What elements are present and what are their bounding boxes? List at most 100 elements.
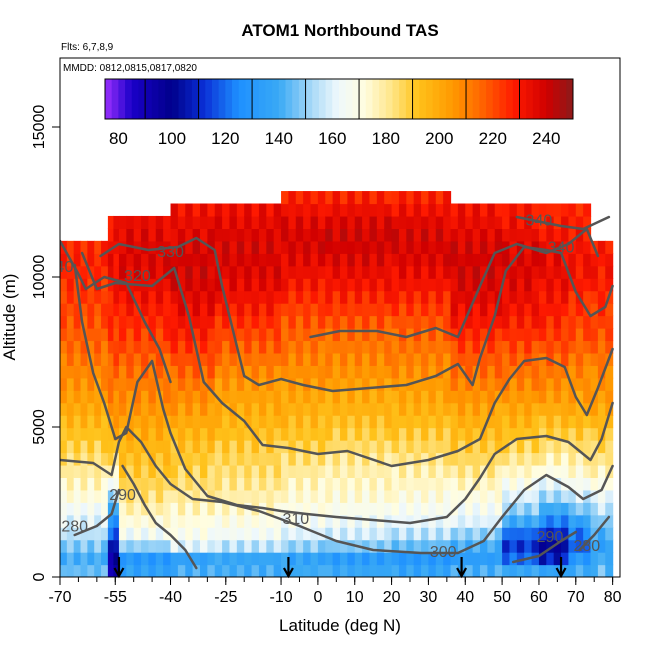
heatmap-cell bbox=[516, 552, 525, 566]
heatmap-cell bbox=[94, 489, 102, 503]
heatmap-cell bbox=[590, 328, 599, 342]
heatmap-cell bbox=[101, 377, 109, 391]
heatmap-cell bbox=[538, 265, 547, 279]
heatmap-cell bbox=[362, 352, 371, 366]
heatmap-cell bbox=[502, 303, 511, 317]
heatmap-cell bbox=[107, 527, 115, 541]
heatmap-cell bbox=[244, 489, 253, 503]
heatmap-cell bbox=[531, 527, 540, 541]
heatmap-cell bbox=[133, 390, 142, 404]
heatmap-cell bbox=[192, 402, 201, 416]
heatmap-cell bbox=[258, 527, 267, 541]
heatmap-cell bbox=[266, 215, 275, 229]
heatmap-cell bbox=[244, 265, 253, 279]
heatmap-cell bbox=[192, 527, 201, 541]
heatmap-cell bbox=[80, 240, 88, 254]
heatmap-cell bbox=[87, 464, 95, 478]
heatmap-cell bbox=[376, 340, 385, 354]
heatmap-cell bbox=[273, 328, 282, 342]
heatmap-cell bbox=[126, 464, 135, 478]
heatmap-cell bbox=[568, 340, 577, 354]
heatmap-cell bbox=[362, 253, 371, 267]
heatmap-cell bbox=[177, 328, 186, 342]
heatmap-cell bbox=[391, 265, 400, 279]
heatmap-cell bbox=[494, 240, 503, 254]
heatmap-cell bbox=[141, 539, 150, 553]
heatmap-cell bbox=[583, 390, 592, 404]
heatmap-cell bbox=[457, 328, 466, 342]
colorbar-tick-label: 200 bbox=[425, 129, 453, 148]
x-tick-label: -10 bbox=[270, 589, 293, 606]
heatmap-cell bbox=[170, 502, 179, 516]
heatmap-cell bbox=[435, 489, 444, 503]
heatmap-cell bbox=[502, 427, 511, 441]
heatmap-cell bbox=[229, 265, 238, 279]
heatmap-cell bbox=[177, 203, 186, 217]
heatmap-cell bbox=[303, 477, 312, 491]
heatmap-cell bbox=[391, 340, 400, 354]
heatmap-cell bbox=[303, 215, 312, 229]
heatmap-cell bbox=[553, 489, 562, 503]
heatmap-cell bbox=[303, 352, 312, 366]
heatmap-cell bbox=[428, 215, 437, 229]
heatmap-cell bbox=[575, 527, 584, 541]
heatmap-cell bbox=[214, 552, 223, 566]
heatmap-cell bbox=[428, 240, 437, 254]
heatmap-cell bbox=[583, 477, 592, 491]
heatmap-cell bbox=[200, 402, 208, 416]
heatmap-cell bbox=[192, 315, 201, 329]
heatmap-cell bbox=[340, 539, 348, 553]
heatmap-cell bbox=[428, 315, 437, 329]
heatmap-cell bbox=[443, 415, 452, 429]
colorbar-segment bbox=[492, 79, 500, 119]
heatmap-cell bbox=[590, 377, 599, 391]
heatmap-cell bbox=[155, 427, 164, 441]
heatmap-cell bbox=[583, 377, 592, 391]
heatmap-cell bbox=[362, 290, 371, 304]
heatmap-cell bbox=[465, 352, 474, 366]
heatmap-cell bbox=[494, 440, 503, 454]
heatmap-cell bbox=[80, 390, 88, 404]
heatmap-cell bbox=[369, 203, 378, 217]
heatmap-cell bbox=[568, 489, 577, 503]
heatmap-cell bbox=[87, 514, 95, 528]
heatmap-cell bbox=[155, 253, 164, 267]
heatmap-cell bbox=[317, 253, 326, 267]
heatmap-cell bbox=[494, 539, 503, 553]
colorbar-segment bbox=[305, 79, 313, 119]
heatmap-cell bbox=[60, 464, 68, 478]
heatmap-cell bbox=[369, 352, 378, 366]
heatmap-cell bbox=[450, 340, 459, 354]
heatmap-cell bbox=[101, 390, 109, 404]
heatmap-cell bbox=[244, 303, 253, 317]
heatmap-cell bbox=[457, 489, 466, 503]
heatmap-cell bbox=[207, 253, 216, 267]
heatmap-cell bbox=[524, 489, 533, 503]
heatmap-cell bbox=[443, 290, 452, 304]
heatmap-cell bbox=[66, 502, 75, 516]
heatmap-cell bbox=[384, 390, 393, 404]
heatmap-cell bbox=[443, 564, 452, 577]
heatmap-cell bbox=[310, 564, 319, 577]
heatmap-cell bbox=[207, 203, 216, 217]
heatmap-cell bbox=[229, 527, 238, 541]
heatmap-cell bbox=[126, 539, 135, 553]
heatmap-cell bbox=[369, 191, 378, 205]
heatmap-cell bbox=[435, 527, 444, 541]
heatmap-cell bbox=[347, 552, 356, 566]
heatmap-cell bbox=[163, 315, 172, 329]
heatmap-cell bbox=[538, 365, 547, 379]
heatmap-cell bbox=[443, 440, 452, 454]
heatmap-cell bbox=[60, 390, 68, 404]
heatmap-cell bbox=[163, 440, 172, 454]
heatmap-cell bbox=[597, 377, 606, 391]
heatmap-cell bbox=[244, 328, 253, 342]
heatmap-cell bbox=[531, 477, 540, 491]
heatmap-cell bbox=[266, 527, 275, 541]
heatmap-cell bbox=[207, 464, 216, 478]
heatmap-cell bbox=[317, 365, 326, 379]
heatmap-cell bbox=[214, 215, 223, 229]
heatmap-cell bbox=[258, 390, 267, 404]
colorbar-segment bbox=[125, 79, 133, 119]
heatmap-cell bbox=[118, 452, 127, 466]
